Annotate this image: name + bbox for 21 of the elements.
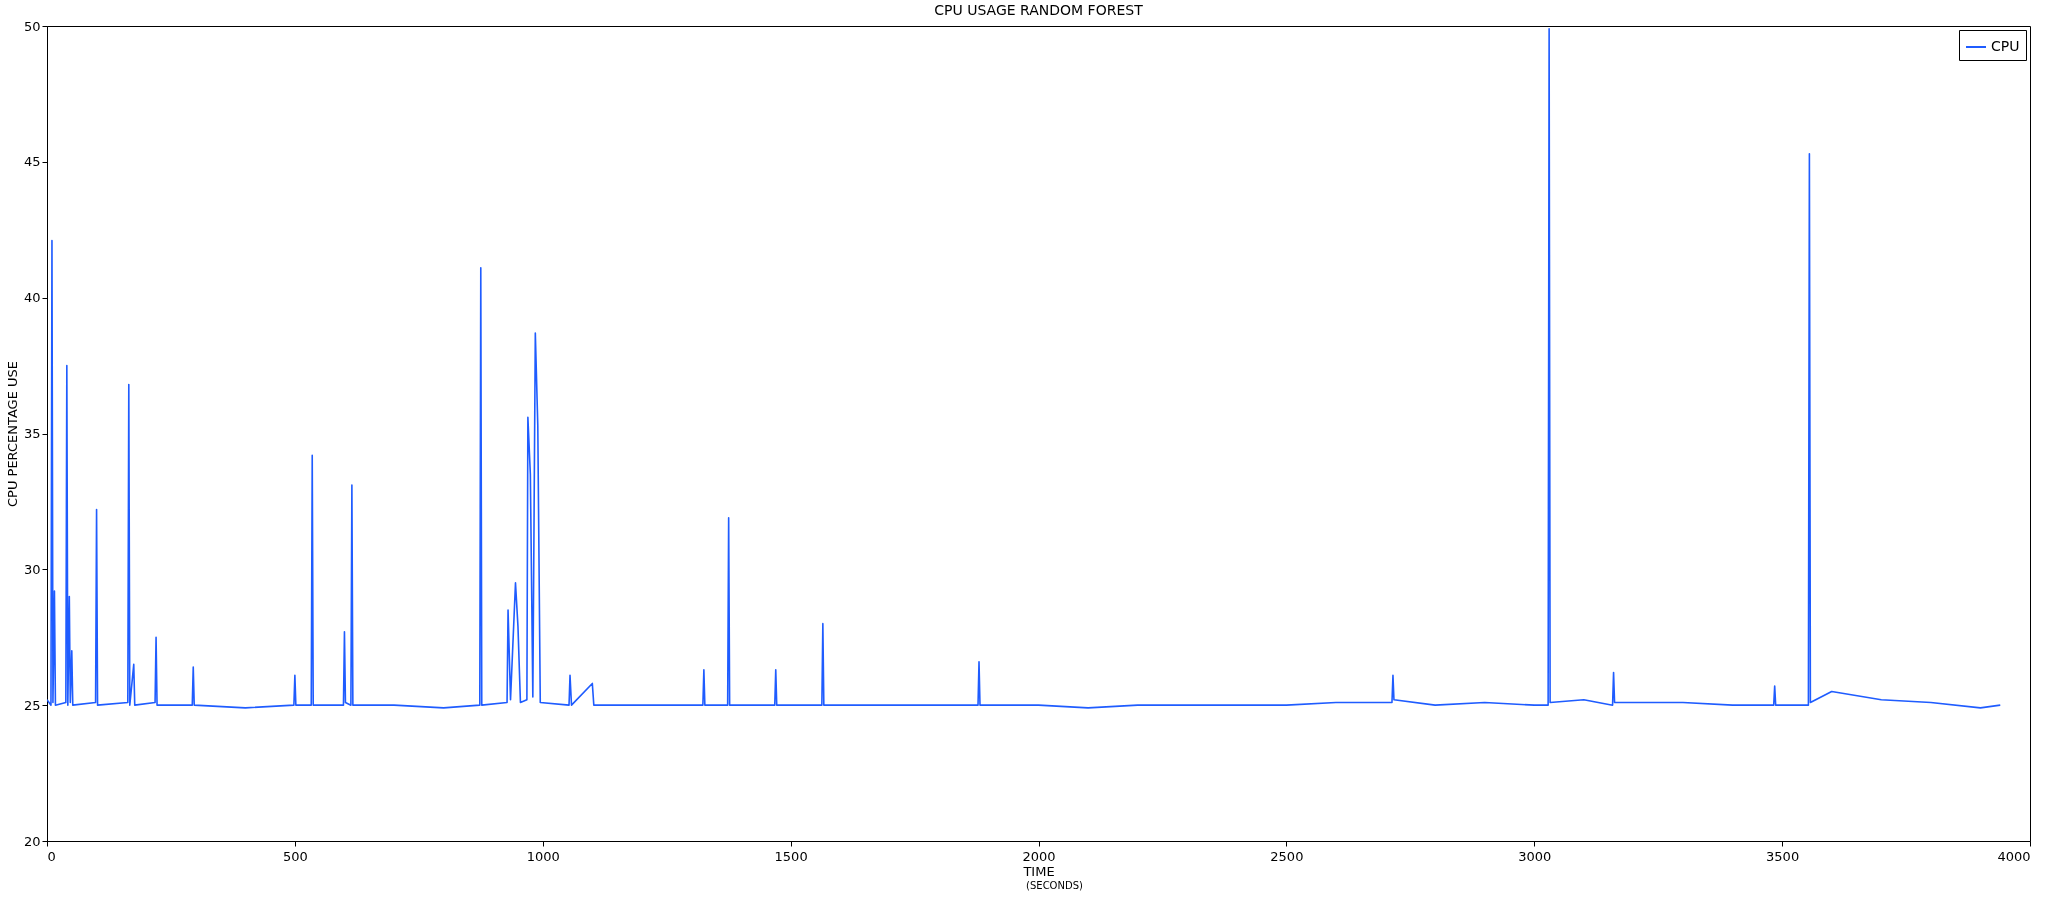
- y-tick-label: 35: [23, 426, 41, 441]
- x-tick-label: 2000: [1022, 848, 1056, 864]
- y-tick-label: 40: [23, 290, 41, 306]
- x-tick-label: 500: [282, 848, 308, 864]
- y-tick-label: 25: [23, 697, 41, 713]
- x-tick-label: 3000: [1518, 848, 1552, 864]
- x-tick-label: 0: [47, 848, 56, 864]
- legend-label: CPU: [1991, 38, 2020, 54]
- x-tick-label: 1500: [774, 848, 808, 864]
- y-tick-label: 20: [23, 833, 41, 849]
- text: (SECONDS): [1025, 880, 1084, 891]
- x-tick-label: 1000: [526, 848, 560, 864]
- x-tick-label: 3500: [1766, 848, 1800, 864]
- chart-title: CPU USAGE RANDOM FOREST: [934, 2, 1144, 18]
- y-tick-label: 50: [23, 18, 41, 34]
- y-axis-title: CPU PERCENTAGE USE: [4, 360, 20, 508]
- x-tick-label: 2500: [1270, 848, 1304, 864]
- x-tick-label: 4000: [1997, 848, 2031, 864]
- y-tick-label: 30: [23, 561, 41, 577]
- x-axis-title: TIME: [1022, 863, 1055, 879]
- y-tick-label: 45: [23, 154, 41, 170]
